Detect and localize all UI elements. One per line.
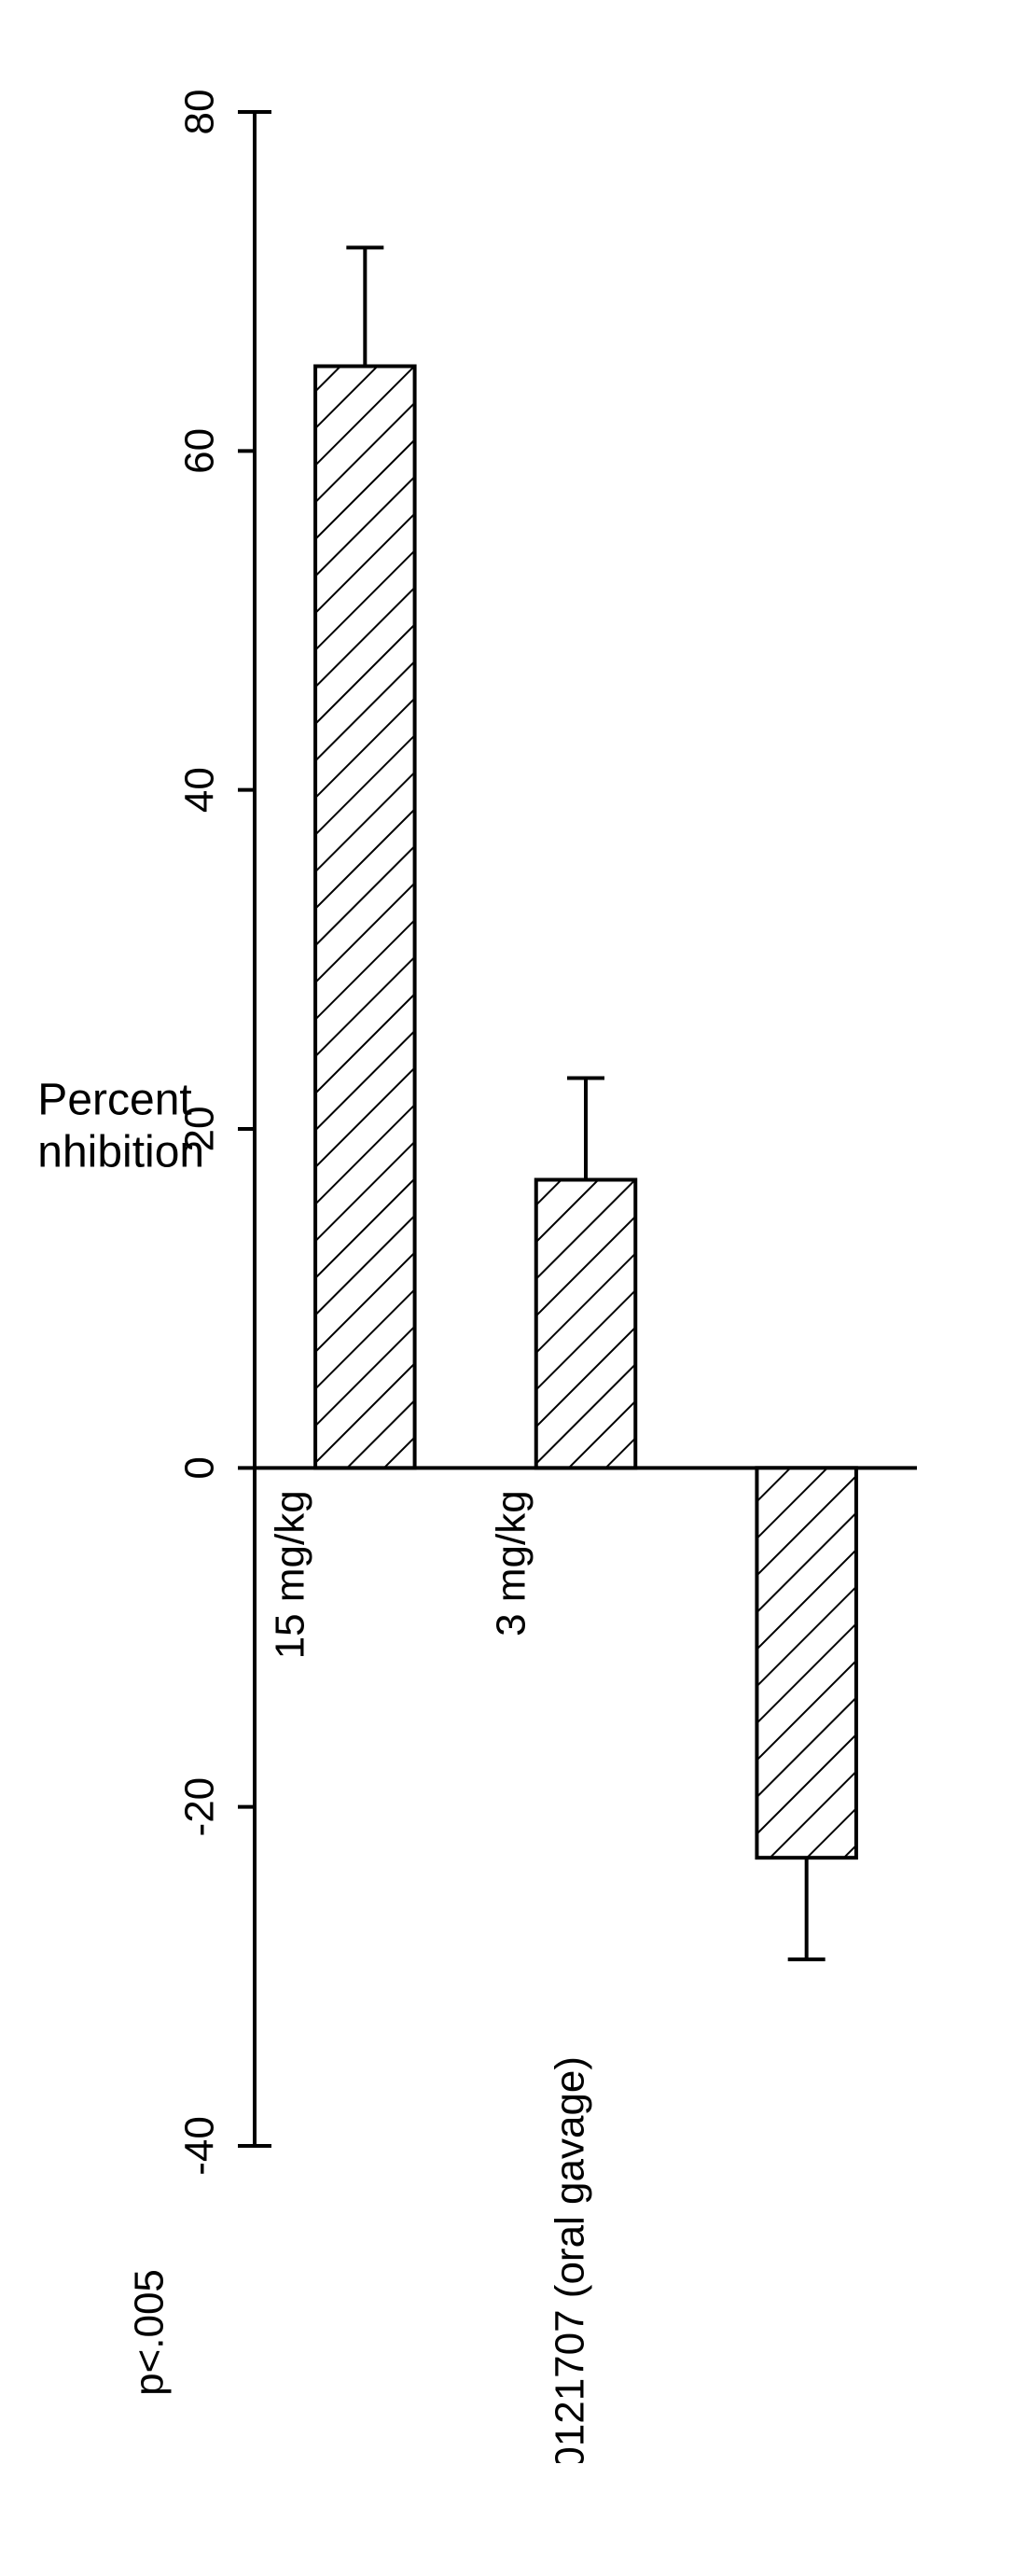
x-axis-label: P0121707 (oral gavage) [547,2056,592,2463]
chart-container: -40-2002040608015 mg/kg3 mg/kgP0121707 (… [40,37,973,2463]
y-axis-title-line: Percent [40,1076,192,1125]
footnote: p<.005 [127,2269,173,2396]
bar-label: 15 mg/kg [268,1490,313,1659]
chart-svg: -40-2002040608015 mg/kg3 mg/kgP0121707 (… [40,37,973,2463]
y-tick-label: 80 [177,90,223,135]
y-tick-label: 40 [177,767,223,813]
y-tick-label: 0 [177,1456,223,1479]
y-tick-label: -20 [177,1777,223,1837]
y-tick-label: 60 [177,428,223,474]
y-axis-title-line: Inhibition [40,1128,204,1177]
y-tick-label: -40 [177,2116,223,2176]
bar-label: 3 mg/kg [488,1490,534,1636]
bar [315,367,415,1469]
bar [536,1180,636,1469]
bar [756,1468,856,1858]
